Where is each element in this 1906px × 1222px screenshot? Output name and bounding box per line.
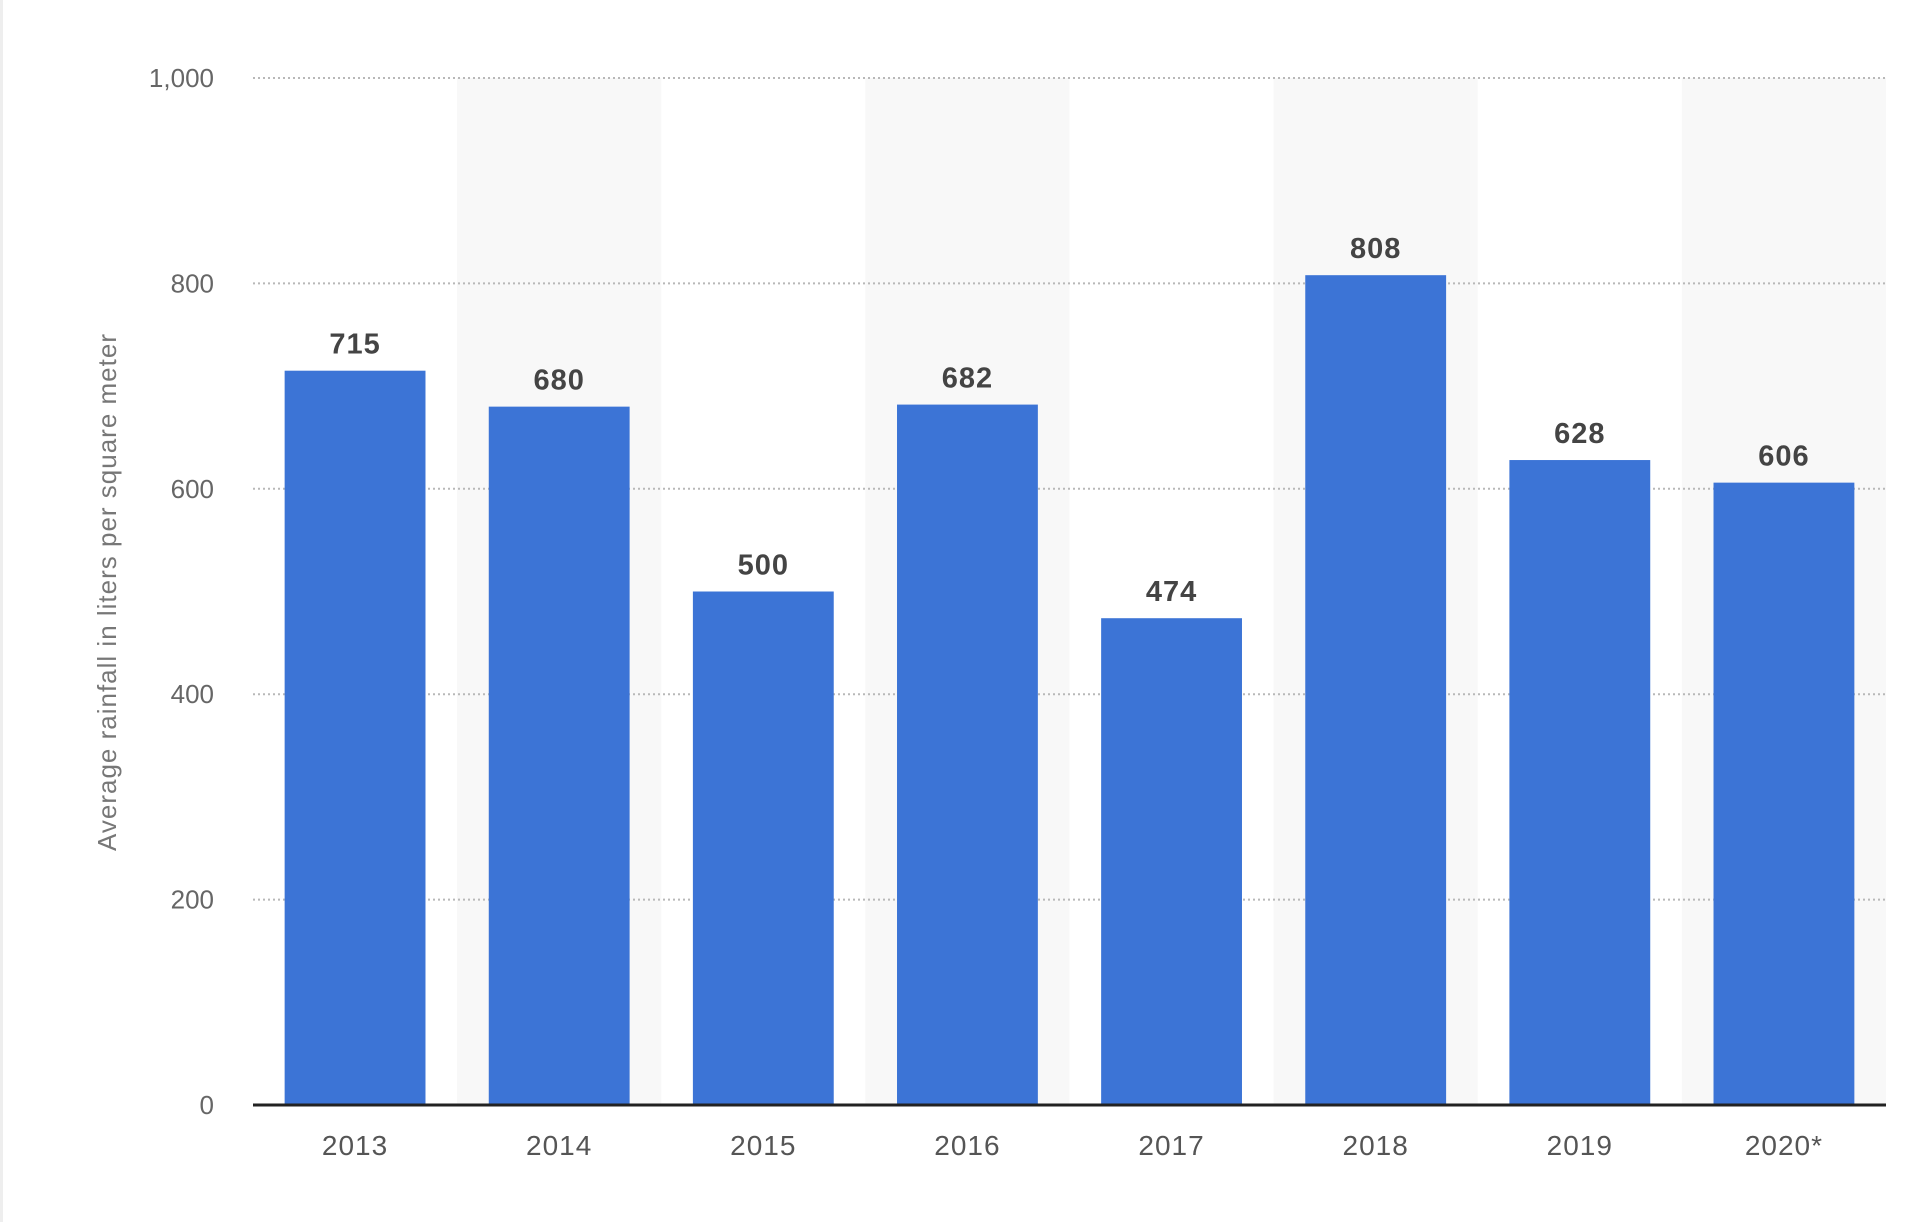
y-tick-label: 0 <box>200 1090 214 1120</box>
x-tick-label: 2013 <box>322 1130 388 1161</box>
x-tick-labels: 2013 2014 2015 2016 2017 2018 2019 2020* <box>322 1130 1823 1161</box>
data-labels: 715 680 500 682 474 808 628 606 <box>329 233 1809 608</box>
y-tick-label: 200 <box>171 885 214 915</box>
y-tick-label: 800 <box>171 268 214 298</box>
x-tick-label: 2014 <box>526 1130 592 1161</box>
data-label: 715 <box>329 329 380 361</box>
page-left-edge <box>0 0 3 1222</box>
data-label: 680 <box>533 365 584 397</box>
data-label: 500 <box>738 550 789 582</box>
y-tick-label: 400 <box>171 679 214 709</box>
bar <box>488 406 630 1105</box>
data-label: 808 <box>1350 233 1401 265</box>
data-label: 474 <box>1146 576 1197 608</box>
bars <box>284 275 1855 1106</box>
x-tick-label: 2020* <box>1745 1130 1823 1161</box>
x-tick-label: 2018 <box>1343 1130 1409 1161</box>
x-tick-label: 2016 <box>934 1130 1000 1161</box>
x-tick-label: 2019 <box>1547 1130 1613 1161</box>
bar <box>1305 275 1447 1106</box>
data-label: 682 <box>942 363 993 395</box>
bar <box>897 404 1038 1105</box>
y-axis-title: Average rainfall in liters per square me… <box>92 333 122 851</box>
bar <box>1509 460 1651 1105</box>
bar <box>284 370 426 1105</box>
bar <box>692 591 834 1105</box>
y-tick-label: 1,000 <box>149 63 214 93</box>
x-tick-label: 2017 <box>1138 1130 1204 1161</box>
x-tick-label: 2015 <box>730 1130 796 1161</box>
y-tick-labels: 0 200 400 600 800 1,000 <box>149 63 214 1120</box>
data-label: 606 <box>1758 441 1809 473</box>
bar <box>1713 482 1855 1105</box>
y-tick-label: 600 <box>171 474 214 504</box>
bar <box>1101 618 1242 1105</box>
data-label: 628 <box>1554 418 1605 450</box>
